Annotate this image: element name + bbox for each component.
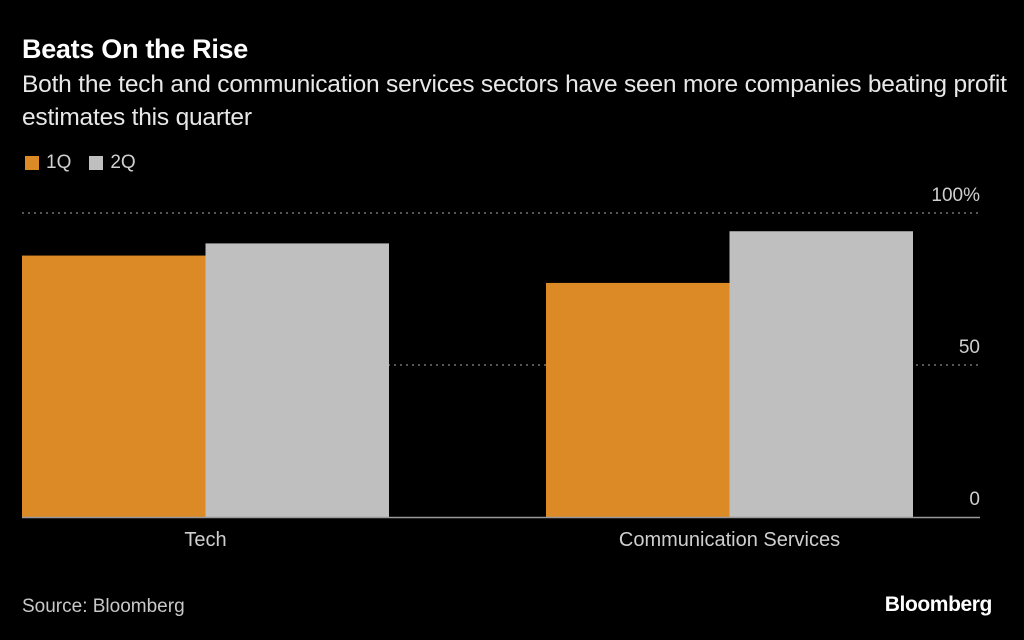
legend-swatch-1q [25, 156, 39, 170]
legend-swatch-2q [89, 156, 104, 170]
x-category-label-communication-services: Communication Services [619, 529, 840, 551]
legend-label-1q: 1Q [46, 152, 72, 173]
chart-subtitle: Both the tech and communication services… [22, 71, 1007, 131]
x-category-label-tech: Tech [184, 529, 226, 551]
legend-item-1q: 1Q [25, 152, 71, 174]
bar-tech-2q [205, 243, 389, 517]
bar-tech-1q [22, 255, 206, 517]
source-note: Source: Bloomberg [22, 596, 185, 617]
legend-label-2q: 2Q [110, 152, 136, 173]
legend: 1Q 2Q [25, 152, 154, 174]
y-tick-label-0: 0 [969, 489, 980, 510]
bar-communication-services-2q [729, 231, 913, 518]
y-tick-label-100: 100% [931, 185, 980, 206]
bar-communication-services-1q [546, 282, 730, 517]
bloomberg-logo: Bloomberg [884, 593, 993, 616]
chart-title: Beats On the Rise [22, 34, 248, 64]
y-tick-label-50: 50 [959, 337, 980, 358]
legend-item-2q: 2Q [89, 152, 136, 174]
